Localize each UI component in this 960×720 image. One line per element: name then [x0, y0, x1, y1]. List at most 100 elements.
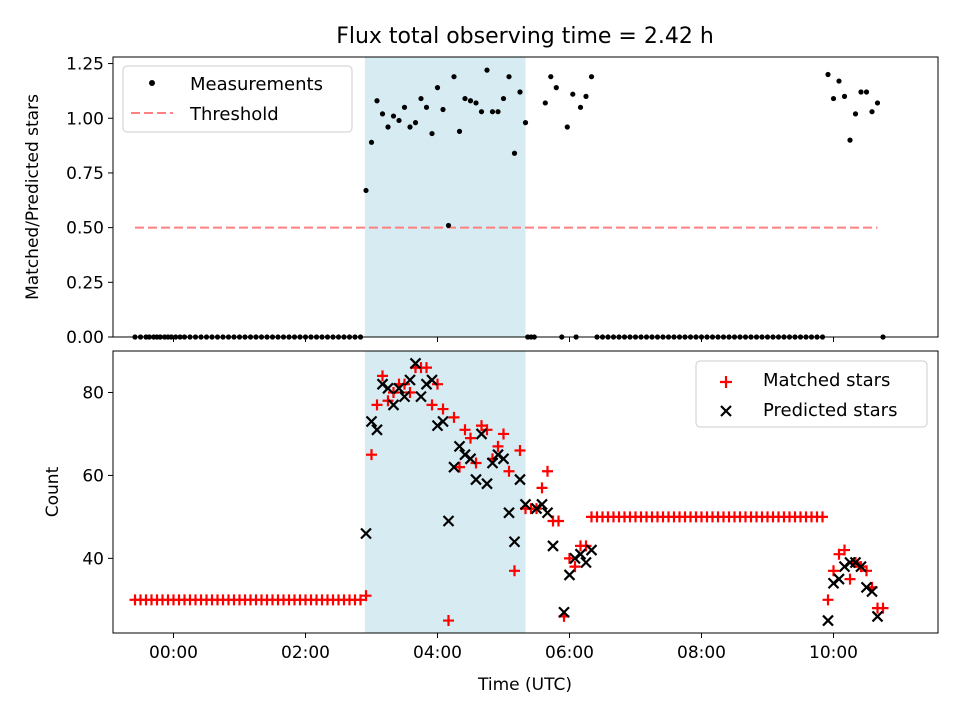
matched-star-point [459, 424, 471, 436]
measurement-point [583, 93, 589, 99]
predicted-star-point [365, 415, 378, 428]
predicted-star-point [481, 477, 493, 490]
matched-star-point [828, 565, 839, 577]
matched-star-point [817, 511, 828, 523]
measurement-point [506, 74, 512, 80]
measurement-point [423, 104, 430, 110]
measurement-point [478, 109, 485, 115]
matched-star-point [822, 594, 834, 606]
predicted-star-point [547, 540, 559, 552]
top-y-axis-label: Matched/Predicted stars [23, 94, 43, 300]
predicted-star-point [387, 399, 400, 411]
matched-star-point [437, 403, 449, 415]
y-tick-label: 0.75 [66, 164, 104, 184]
matched-star-point [454, 461, 465, 473]
x-tick-label: 08:00 [677, 643, 726, 663]
legend-measurements-marker [149, 80, 155, 86]
measurement-point [874, 100, 881, 106]
bottom-legend-box [695, 360, 928, 428]
predicted-star-point [536, 498, 548, 511]
matched-star-point [542, 465, 553, 477]
predicted-star-point [519, 498, 532, 511]
measurement-point [517, 89, 523, 95]
y-tick-label: 1.25 [66, 55, 104, 75]
matched-star-point [443, 615, 454, 627]
predicted-star-point [464, 453, 477, 465]
predicted-star-point [475, 428, 488, 440]
predicted-star-point [415, 390, 427, 403]
predicted-star-point [371, 424, 383, 436]
matched-star-point [465, 432, 476, 444]
x-tick-label: 02:00 [281, 643, 330, 663]
measurement-point [553, 85, 559, 91]
matched-star-point [844, 573, 856, 585]
measurement-point [548, 74, 554, 80]
legend-predicted-label: Predicted stars [763, 400, 897, 421]
y-tick-label: 60 [82, 466, 104, 486]
measurement-point [385, 124, 391, 130]
measurement-point [456, 128, 463, 134]
predicted-star-point [866, 585, 878, 598]
matched-star-point [377, 370, 388, 382]
legend-measurements-label: Measurements [190, 74, 323, 95]
predicted-star-point [822, 614, 834, 627]
ratio-panel: 0.00 0.25 0.50 0.75 1.00 1.25 Matched/Predict… [23, 55, 939, 348]
predicted-star-point [871, 610, 884, 623]
predicted-star-point [360, 527, 372, 540]
measurement-point [869, 109, 875, 115]
predicted-star-point [514, 473, 526, 486]
matched-star-point [877, 602, 889, 614]
y-tick-label: 80 [82, 383, 104, 403]
measurement-point [847, 137, 853, 143]
matched-star-point [509, 565, 520, 577]
measurement-point [451, 74, 457, 80]
measurement-point [467, 98, 474, 104]
measurement-point [825, 71, 831, 78]
count-panel: 40 60 80 00:00 02:00 04:00 06:00 08:00 10:00 Co… [43, 350, 939, 695]
predicted-star-point [453, 440, 466, 453]
matched-star-point [421, 362, 432, 374]
chart-title: Flux total observing time = 2.42 h [336, 24, 714, 49]
matched-star-point [360, 590, 372, 602]
predicted-star-point [855, 560, 867, 573]
bottom-x-ticks: 00:00 02:00 04:00 06:00 08:00 10:00 [149, 633, 858, 663]
bottom-y-axis-label: Count [43, 466, 63, 517]
matched-star-point [553, 515, 564, 527]
predicted-star-point [382, 382, 394, 395]
top-axes-frame [112, 56, 939, 338]
measurement-point [401, 104, 408, 110]
measurement-point [830, 95, 837, 102]
matched-star-point [514, 445, 526, 457]
x-tick-label: 06:00 [545, 643, 594, 663]
predicted-star-point [448, 461, 460, 473]
measurement-point [863, 89, 870, 95]
measurement-point [841, 93, 848, 99]
measurement-point [588, 74, 595, 80]
legend-predicted-marker [720, 405, 732, 417]
measurement-point [570, 91, 576, 97]
predicted-star-point [426, 374, 438, 386]
measurement-point [418, 95, 424, 102]
matched-star-point [492, 440, 504, 452]
predicted-star-point [503, 506, 515, 519]
y-tick-label: 0.50 [66, 219, 104, 239]
x-tick-label: 10:00 [809, 643, 858, 663]
predicted-star-point [470, 473, 482, 486]
matched-star-point [426, 399, 438, 411]
matched-star-point [498, 428, 509, 440]
measurement-point [564, 124, 570, 130]
x-tick-label: 04:00 [413, 643, 462, 663]
matched-star-point [448, 411, 460, 423]
y-tick-label: 1.00 [66, 109, 104, 129]
measurement-point [374, 98, 380, 104]
measurement-point [500, 95, 507, 102]
measurement-point [836, 78, 842, 84]
predicted-star-point [541, 506, 554, 519]
measurement-point [511, 150, 518, 156]
measurement-point [390, 113, 397, 119]
predicted-star-point [393, 382, 405, 395]
predicted-star-points [360, 357, 884, 627]
measurement-point [484, 67, 490, 73]
measurement-point [368, 139, 375, 145]
